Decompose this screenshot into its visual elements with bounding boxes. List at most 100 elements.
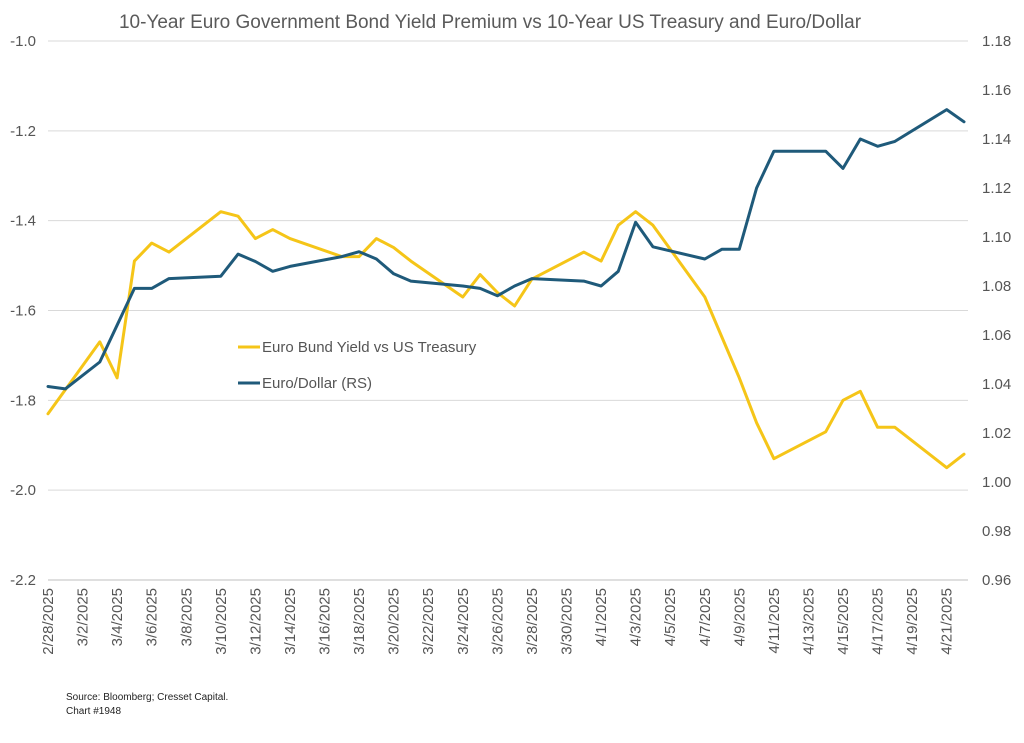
data-point-euro-bund [755, 421, 758, 424]
source-note: Source: Bloomberg; Cresset Capital. [66, 692, 228, 703]
x-tick-label: 3/22/2025 [420, 588, 437, 655]
y-right-tick-label: 1.04 [982, 376, 1011, 393]
y-right-tick-label: 1.10 [982, 229, 1011, 246]
data-point-euro-bund [236, 215, 240, 218]
data-point-euro-dollar [634, 221, 637, 224]
x-tick-label: 4/3/2025 [628, 588, 645, 646]
series-lines [46, 108, 966, 470]
y-left-tick-label: -1.2 [10, 123, 36, 140]
x-tick-label: 4/5/2025 [662, 588, 679, 646]
x-tick-label: 3/30/2025 [558, 588, 575, 655]
y-left-tick-label: -1.0 [10, 33, 36, 50]
data-point-euro-dollar [651, 245, 655, 248]
data-point-euro-dollar [478, 287, 482, 290]
data-point-euro-dollar [962, 120, 966, 124]
data-point-euro-bund [893, 426, 897, 429]
data-point-euro-bund [738, 376, 741, 380]
data-point-euro-bund [115, 376, 119, 380]
data-point-euro-bund [409, 259, 413, 263]
x-tick-label: 3/12/2025 [247, 588, 264, 655]
series-line-euro-bund [46, 210, 966, 470]
x-tick-label: 3/28/2025 [524, 588, 541, 655]
data-point-euro-dollar [150, 287, 153, 290]
x-tick-label: 4/9/2025 [731, 588, 748, 646]
data-point-euro-dollar [720, 248, 724, 251]
data-point-euro-dollar [530, 277, 534, 280]
data-point-euro-dollar [64, 387, 67, 391]
x-axis: 2/28/2025 3/2/2025 3/4/2025 3/6/2025 3/8/202… [40, 588, 956, 655]
x-tick-label: 4/19/2025 [904, 588, 921, 655]
data-point-euro-dollar [115, 324, 119, 327]
data-point-euro-dollar [859, 137, 862, 141]
data-point-euro-bund [150, 241, 153, 245]
data-point-euro-bund [219, 210, 222, 213]
x-tick-label: 3/4/2025 [109, 588, 126, 646]
data-point-euro-dollar [617, 270, 620, 273]
data-point-euro-dollar [496, 294, 499, 297]
x-tick-label: 4/17/2025 [870, 588, 887, 655]
data-point-euro-bund [962, 453, 966, 456]
x-tick-label: 4/1/2025 [593, 588, 610, 646]
gridlines [48, 40, 968, 581]
data-point-euro-dollar [409, 279, 413, 283]
x-tick-label: 3/16/2025 [317, 588, 334, 655]
data-point-euro-bund [98, 340, 102, 344]
data-point-euro-dollar [876, 145, 879, 148]
data-point-euro-bund [703, 295, 706, 299]
data-point-euro-dollar [254, 260, 257, 263]
y-left-tick-label: -2.2 [10, 572, 36, 589]
data-point-euro-dollar [133, 287, 136, 290]
data-point-euro-bund [375, 237, 378, 240]
data-point-euro-bund [945, 466, 948, 469]
chart-title: 10-Year Euro Government Bond Yield Premi… [119, 12, 862, 33]
data-point-euro-bund [461, 295, 464, 299]
data-point-euro-bund [634, 210, 637, 213]
x-tick-label: 3/18/2025 [351, 588, 368, 655]
data-point-euro-bund [513, 304, 516, 308]
data-point-euro-bund [651, 224, 655, 227]
data-point-euro-dollar [945, 108, 948, 111]
y-left-tick-label: -1.4 [10, 213, 36, 230]
data-point-euro-dollar [98, 360, 102, 364]
data-point-euro-dollar [513, 284, 516, 288]
y-right-tick-label: 1.16 [982, 82, 1011, 99]
x-tick-label: 3/24/2025 [455, 588, 472, 655]
y-right-tick-label: 1.06 [982, 327, 1011, 344]
data-point-euro-bund [46, 412, 50, 415]
data-point-euro-dollar [582, 279, 585, 283]
data-point-euro-dollar [738, 248, 741, 251]
y-right-tick-label: 1.00 [982, 474, 1011, 491]
right-y-axis: 1.18 1.16 1.14 1.12 1.10 1.08 1.06 1.04 1.02 1.00… [982, 33, 1011, 589]
data-point-euro-bund [617, 224, 620, 227]
y-right-tick-label: 0.96 [982, 572, 1011, 589]
y-left-tick-label: -2.0 [10, 482, 36, 499]
y-right-tick-label: 1.02 [982, 425, 1011, 442]
y-left-tick-label: -1.6 [10, 303, 36, 320]
data-point-euro-dollar [375, 257, 378, 261]
data-point-euro-bund [478, 273, 482, 276]
legend-label-euro-bund: Euro Bund Yield vs US Treasury [262, 339, 477, 356]
data-point-euro-bund [133, 259, 136, 263]
y-right-tick-label: 1.14 [982, 131, 1011, 148]
data-point-euro-bund [254, 237, 257, 240]
x-tick-label: 3/14/2025 [282, 588, 299, 655]
data-point-euro-bund [841, 399, 845, 402]
data-point-euro-bund [357, 255, 361, 258]
y-right-tick-label: 1.12 [982, 180, 1011, 197]
x-tick-label: 3/20/2025 [386, 588, 403, 655]
data-point-euro-dollar [271, 270, 274, 273]
data-point-euro-dollar [461, 284, 464, 288]
x-tick-label: 3/26/2025 [489, 588, 506, 655]
data-point-euro-dollar [755, 186, 758, 190]
legend-label-euro-dollar: Euro/Dollar (RS) [262, 375, 372, 392]
left-y-axis: -1.0 -1.2 -1.4 -1.6 -1.8 -2.0 -2.2 [10, 33, 36, 589]
data-point-euro-bund [876, 426, 879, 429]
data-point-euro-dollar [599, 284, 603, 288]
chart-number-note: Chart #1948 [66, 706, 121, 717]
data-point-euro-bund [582, 250, 585, 254]
data-point-euro-dollar [392, 272, 395, 275]
x-tick-label: 3/2/2025 [75, 588, 92, 646]
data-point-euro-bund [824, 430, 827, 433]
